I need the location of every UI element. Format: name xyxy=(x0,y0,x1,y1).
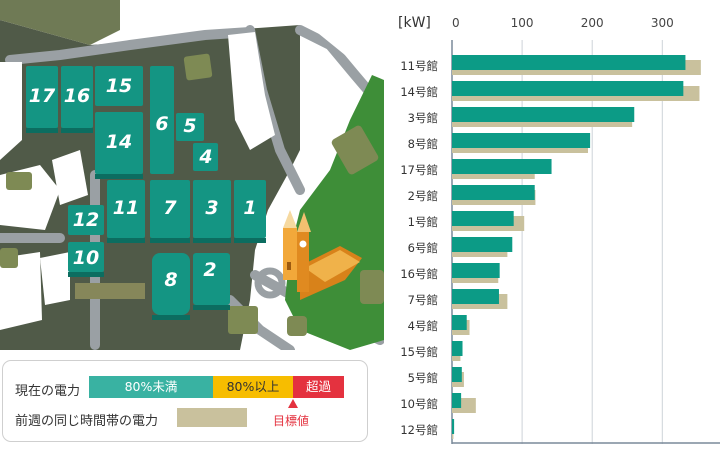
building-label: 12 xyxy=(73,209,99,231)
chart-unit-label: [kW] xyxy=(398,15,431,31)
legend-lastweek-swatch xyxy=(177,408,247,427)
clock-tower-icon xyxy=(283,210,362,300)
category-label: 14号館 xyxy=(400,85,438,99)
legend-exceed-box: 超過 xyxy=(293,376,344,398)
bar-current xyxy=(452,289,499,304)
category-label: 2号館 xyxy=(408,189,438,203)
building-11 xyxy=(107,180,145,238)
building-8 xyxy=(152,253,190,315)
category-label: 7号館 xyxy=(408,293,438,307)
x-tick-label: 300 xyxy=(651,16,674,30)
building-label: 16 xyxy=(64,85,90,107)
chart-bars xyxy=(452,55,701,439)
building-label: 14 xyxy=(106,131,132,153)
bar-current xyxy=(452,185,535,200)
bar-current xyxy=(452,263,500,278)
legend: 現在の電力 80%未満 80%以上 超過 前週の同じ時間帯の電力 目標値 xyxy=(2,360,368,442)
campus-map: 17 16 15 14 6 5 4 7 3 1 12 11 10 8 2 xyxy=(0,0,384,350)
chart-x-ticks: 0 100 200 300 xyxy=(452,16,674,30)
legend-lastweek-label: 前週の同じ時間帯の電力 xyxy=(15,414,159,429)
bar-current xyxy=(452,393,462,408)
category-label: 16号館 xyxy=(400,267,438,281)
category-label: 17号館 xyxy=(400,163,438,177)
building-label: 10 xyxy=(73,247,99,269)
category-label: 3号館 xyxy=(408,111,438,125)
bar-current xyxy=(452,315,467,330)
building-10 xyxy=(68,242,104,272)
building-17 xyxy=(26,66,58,128)
building-7 xyxy=(150,180,190,238)
legend-target-label: 目標値 xyxy=(273,414,310,428)
category-label: 8号館 xyxy=(408,137,438,151)
map-top-patch xyxy=(0,0,120,45)
building-label: 2 xyxy=(203,259,216,281)
chart-categories: 11号館 14号館 3号館 8号館 17号館 2号館 1号館 6号館 16号館 7号館 4号館 15号… xyxy=(400,59,438,437)
target-marker-icon xyxy=(288,399,298,408)
building-15 xyxy=(95,66,143,106)
building-label: 11 xyxy=(113,197,139,219)
building-label: 5 xyxy=(183,115,196,137)
building-label: 6 xyxy=(155,113,168,135)
bar-current xyxy=(452,367,462,382)
category-label: 4号館 xyxy=(408,319,438,333)
category-label: 5号館 xyxy=(408,371,438,385)
category-label: 6号館 xyxy=(408,241,438,255)
x-tick-label: 200 xyxy=(581,16,604,30)
building-6 xyxy=(150,66,174,174)
building-label: 1 xyxy=(243,197,256,219)
building-label: 3 xyxy=(205,197,218,219)
building-label: 8 xyxy=(164,269,177,291)
category-label: 1号館 xyxy=(408,215,438,229)
bar-current xyxy=(452,237,513,252)
x-tick-label: 100 xyxy=(511,16,534,30)
x-tick-label: 0 xyxy=(452,16,460,30)
bar-current xyxy=(452,211,514,226)
bar-current xyxy=(452,133,591,148)
legend-under80-box: 80%未満 xyxy=(89,376,213,398)
building-4 xyxy=(193,143,218,171)
building-14 xyxy=(95,112,143,174)
category-label: 10号館 xyxy=(400,397,438,411)
building-label: 7 xyxy=(163,197,177,219)
bar-current xyxy=(452,107,635,122)
building-label: 17 xyxy=(29,85,56,107)
building-label: 4 xyxy=(198,146,212,168)
bar-current xyxy=(452,159,552,174)
building-1 xyxy=(234,180,266,238)
map-bushes xyxy=(0,53,384,336)
category-label: 11号館 xyxy=(400,59,438,73)
building-label: 15 xyxy=(106,75,132,97)
map-building-labels: 17 16 15 14 6 5 4 7 3 1 12 11 10 8 2 xyxy=(29,75,257,291)
building-3 xyxy=(193,180,231,238)
bar-current xyxy=(452,55,686,70)
map-buildings xyxy=(26,66,266,315)
building-16 xyxy=(61,66,93,128)
map-roundabout xyxy=(254,267,286,299)
legend-current-label: 現在の電力 xyxy=(15,384,81,399)
building-5 xyxy=(176,113,204,141)
building-2 xyxy=(193,253,230,305)
building-12 xyxy=(68,205,104,235)
category-label: 12号館 xyxy=(400,423,438,437)
bar-current xyxy=(452,81,684,96)
bar-current xyxy=(452,419,455,434)
category-label: 15号館 xyxy=(400,345,438,359)
bar-current xyxy=(452,341,463,356)
legend-over80-box: 80%以上 xyxy=(213,376,293,398)
